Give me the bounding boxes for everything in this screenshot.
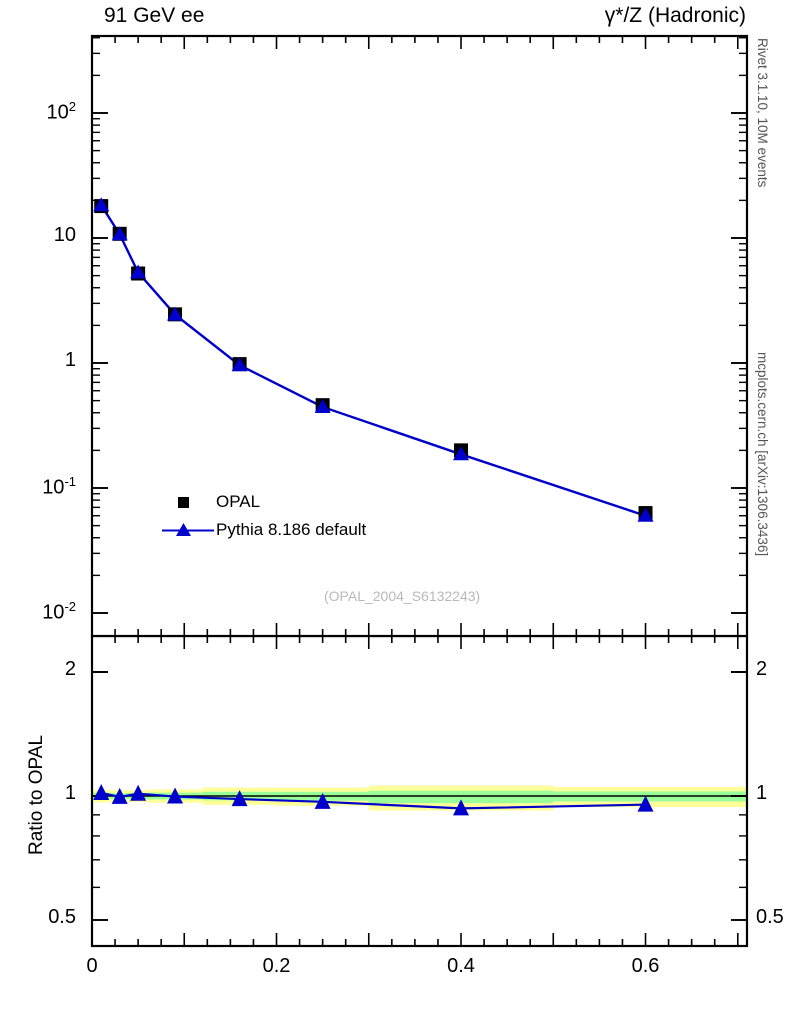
ratio-band-green	[368, 790, 554, 804]
ratio-point-pythia	[93, 783, 110, 800]
ratio-point-pythia	[111, 787, 128, 804]
data-point-pythia	[453, 446, 470, 461]
data-point-pythia	[637, 507, 654, 522]
series-line-pythia	[100, 204, 646, 517]
data-point-pythia	[93, 197, 110, 212]
ratio-y-tick-label-left: 1	[64, 782, 76, 804]
legend-label-pythia: Pythia 8.186 default	[216, 520, 367, 539]
legend: OPAL Pythia 8.186 default	[160, 488, 366, 544]
data-point-pythia	[111, 226, 128, 241]
ratio-point-pythia	[231, 790, 248, 807]
header-right-title: γ*/Z (Hadronic)	[604, 4, 746, 27]
main-y-tick-label: 102	[46, 99, 76, 124]
ratio-y-tick-label-left: 2	[64, 658, 76, 680]
ratio-plot-panel	[90, 636, 749, 948]
main-y-tick-label: 10-1	[42, 474, 76, 499]
ratio-point-pythia	[314, 792, 331, 809]
ratio-plot-frame	[90, 636, 749, 948]
legend-item-opal: OPAL	[160, 488, 366, 516]
ratio-point-pythia	[130, 784, 147, 801]
x-axis-tick-label: 0.6	[631, 955, 660, 977]
ratio-y-tick-label-right: 2	[756, 658, 768, 680]
legend-marker-triangle-icon	[162, 523, 214, 536]
x-axis-tick-label: 0	[86, 955, 98, 977]
main-y-tick-label: 1	[64, 349, 76, 371]
header-left-title: 91 GeV ee	[104, 4, 205, 27]
legend-item-pythia: Pythia 8.186 default	[160, 516, 366, 544]
main-plot-frame	[90, 34, 749, 638]
watermark-analysis-id: (OPAL_2004_S6132243)	[324, 588, 481, 604]
main-plot-panel	[90, 34, 749, 638]
legend-label-opal: OPAL	[216, 492, 261, 511]
x-axis-tick-label: 0.4	[447, 955, 475, 977]
ratio-y-tick-label-left: 0.5	[48, 906, 76, 928]
data-point-pythia	[130, 264, 147, 279]
x-axis-tick-label: 0.2	[262, 955, 291, 977]
main-y-tick-label: 10	[53, 224, 76, 246]
data-point-pythia	[314, 398, 331, 413]
ratio-y-tick-label-right: 1	[756, 782, 768, 804]
ratio-point-pythia	[637, 795, 654, 812]
legend-marker-square-icon	[178, 497, 189, 508]
ratio-point-pythia	[453, 799, 470, 816]
data-point-pythia	[167, 306, 184, 321]
data-point-pythia	[231, 357, 248, 372]
main-y-tick-label: 10-2	[42, 599, 76, 624]
ratio-point-pythia	[167, 787, 184, 804]
ratio-y-tick-label-right: 0.5	[756, 906, 784, 928]
